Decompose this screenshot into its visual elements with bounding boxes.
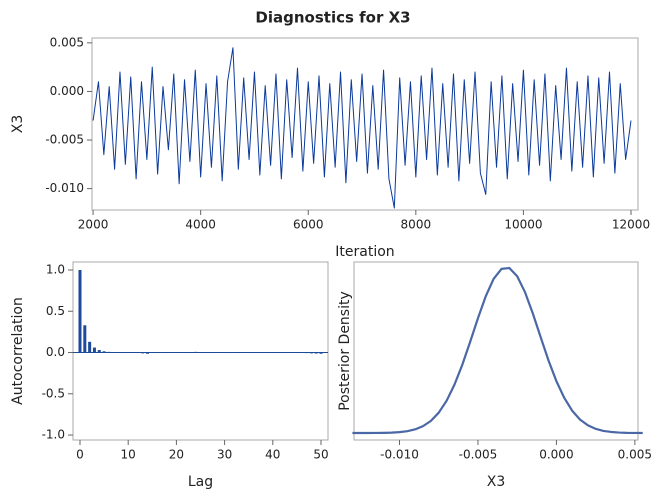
bar <box>280 352 284 353</box>
bar <box>256 352 260 354</box>
y-axis-label: Posterior Density <box>337 291 353 411</box>
bar <box>102 351 106 353</box>
bar <box>208 352 212 354</box>
bar <box>314 352 318 354</box>
bar <box>126 352 130 354</box>
bar <box>295 352 299 354</box>
bar <box>97 350 101 353</box>
bar <box>92 347 96 353</box>
bar <box>300 352 304 353</box>
x-tick-label: 40 <box>265 448 280 462</box>
y-axis-label: X3 <box>10 115 26 134</box>
plot-frame <box>72 261 329 441</box>
bar <box>194 351 198 353</box>
x-axis-label: Iteration <box>335 244 394 260</box>
data-line <box>352 266 643 435</box>
x-tick-label: 4000 <box>185 218 216 232</box>
bar <box>117 352 121 353</box>
bar <box>261 352 265 353</box>
bar <box>155 352 159 354</box>
bar <box>141 352 145 354</box>
x-tick-label: 0.005 <box>618 448 652 462</box>
x-tick-label: 0 <box>76 448 84 462</box>
x-tick-label: 2000 <box>78 218 109 232</box>
bar <box>252 352 256 354</box>
y-tick-label: -0.5 <box>42 386 65 400</box>
bar <box>170 352 174 353</box>
bar <box>237 352 241 354</box>
bar <box>189 352 193 353</box>
bar <box>88 341 92 353</box>
bar <box>266 352 270 354</box>
x-tick-label: 30 <box>217 448 232 462</box>
bar <box>107 351 111 353</box>
bar <box>184 352 188 354</box>
y-tick-label: 0.0 <box>46 345 65 359</box>
y-tick-label: 0.000 <box>50 84 84 98</box>
bar <box>112 352 116 353</box>
bar <box>165 352 169 354</box>
x-tick-label: -0.010 <box>380 448 419 462</box>
bar <box>145 352 149 354</box>
y-tick-label: 0.005 <box>50 35 84 49</box>
bar <box>223 352 227 354</box>
bar <box>271 352 275 353</box>
y-tick-label: 0.5 <box>46 304 65 318</box>
bar <box>276 352 280 354</box>
bar <box>131 352 135 353</box>
x-tick-label: 50 <box>313 448 328 462</box>
x-tick-label: 12000 <box>612 218 650 232</box>
x-tick-label: 6000 <box>293 218 324 232</box>
x-axis-label: Lag <box>188 474 213 490</box>
bar <box>319 352 323 354</box>
x-tick-label: 0.000 <box>539 448 573 462</box>
bar <box>232 352 236 353</box>
x-axis-label: X3 <box>487 474 506 490</box>
bar <box>309 352 313 354</box>
bar <box>150 352 154 353</box>
plot-frame <box>91 37 639 211</box>
bar <box>174 352 178 354</box>
bar <box>160 352 164 353</box>
bar <box>242 352 246 353</box>
bar <box>179 352 183 353</box>
bar <box>83 325 87 353</box>
y-axis-label: Autocorrelation <box>10 297 26 405</box>
x-tick-label: 8000 <box>401 218 432 232</box>
x-tick-label: -0.005 <box>459 448 498 462</box>
y-tick-label: -0.010 <box>45 181 84 195</box>
bar <box>213 352 217 353</box>
y-tick-label: -0.005 <box>45 133 84 147</box>
panel-title: Diagnostics for X3 <box>255 9 410 27</box>
bar <box>305 352 309 354</box>
y-tick-label: -1.0 <box>42 428 65 442</box>
plot-frame <box>353 261 639 441</box>
bar <box>203 352 207 354</box>
bar <box>218 352 222 353</box>
x-tick-label: 10 <box>121 448 136 462</box>
bar <box>78 270 82 353</box>
bar <box>121 352 125 354</box>
bar <box>227 352 231 354</box>
bar <box>285 352 289 354</box>
bar <box>247 352 251 353</box>
x-tick-label: 20 <box>169 448 184 462</box>
bar <box>290 352 294 353</box>
data-line <box>92 47 632 209</box>
x-tick-label: 10000 <box>504 218 542 232</box>
bar <box>199 352 202 353</box>
y-tick-label: 1.0 <box>46 263 65 277</box>
bar <box>136 352 140 354</box>
